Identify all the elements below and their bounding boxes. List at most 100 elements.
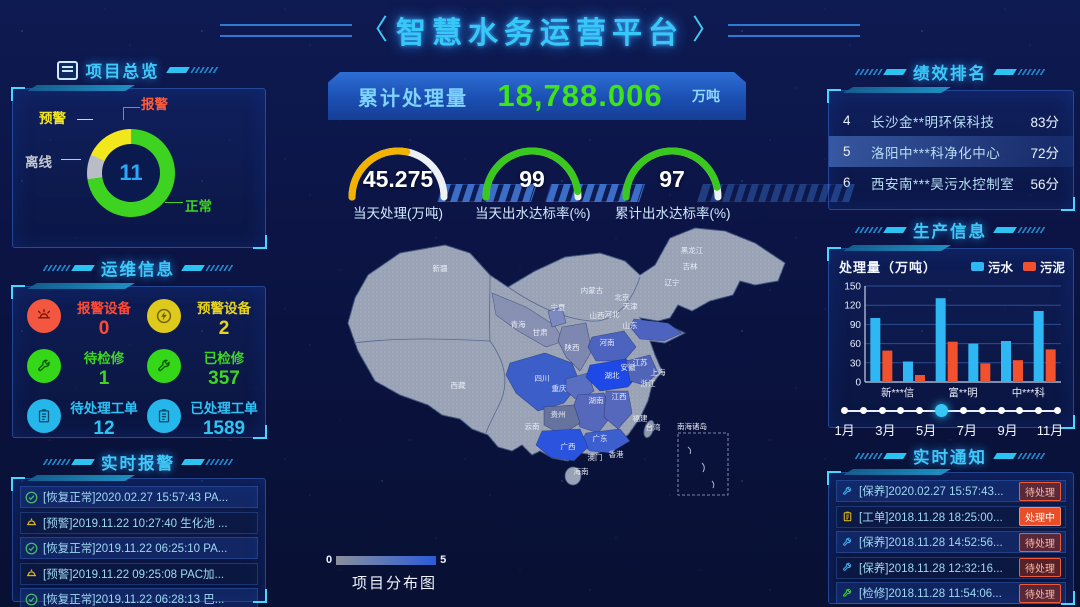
notice-row[interactable]: [保养]2018.11.28 12:32:16... 待处理 (836, 556, 1066, 579)
alarm-row[interactable]: [预警]2019.11.22 09:25:08 PAC加... (20, 562, 258, 585)
china-map[interactable]: 新疆 西藏 青海 甘肃 内蒙古 黑龙江 吉林 辽宁 北京 天津 河北 山西 山东 宁夏 陕西 河南 江苏 安徽 上海… (320, 220, 790, 555)
timeline-dot[interactable] (935, 404, 949, 417)
ranking-row[interactable]: 4 长沙金**明环保科技 83分 (829, 105, 1073, 136)
page-title: 〈 智慧水务运营平台 〉 (0, 8, 1080, 52)
monitor-icon (56, 60, 78, 80)
notice-row[interactable]: [工单]2018.11.28 18:25:00... 处理中 (836, 505, 1066, 528)
rank-number: 4 (843, 113, 851, 128)
timeline-dot[interactable] (959, 407, 967, 414)
province-label: 重庆 (552, 383, 567, 393)
title-line-left (219, 23, 352, 37)
clipboard-icon (843, 511, 852, 522)
alarm-text: [恢复正常]2020.02.27 15:57:43 PA... (43, 492, 229, 504)
svg-text:中***科: 中***科 (1012, 386, 1046, 399)
province-label: 海南 (574, 466, 589, 476)
alarm-row[interactable]: [预警]2019.11.22 10:27:40 生化池 ... (20, 511, 258, 534)
section-title: 实时报警 (101, 455, 175, 473)
province-label: 新疆 (433, 263, 448, 273)
notice-text: [保养]2018.11.28 14:52:56... (859, 537, 1003, 549)
notice-text: [保养]2020.02.27 15:57:43... (859, 486, 1004, 498)
gauge-label: 当天处理(万吨) (353, 206, 443, 221)
notice-row[interactable]: [保养]2020.02.27 15:57:43... 待处理 (836, 480, 1066, 502)
alarm-row[interactable]: [恢复正常]2019.11.22 06:25:10 PA... (20, 537, 258, 559)
status-badge: 待处理 (1019, 558, 1061, 577)
legend-swatch (1022, 262, 1036, 271)
timeline-month-label: 1月 (834, 423, 855, 438)
province-label: 四川 (535, 374, 550, 383)
production-bar-chart[interactable]: 0 30 60 90 120 150 新***信 富**明 中***科 (833, 278, 1065, 402)
timeline-dot[interactable] (878, 407, 886, 414)
section-title: 生产信息 (913, 223, 987, 241)
province-label: 河北 (605, 310, 620, 319)
title-line-right (728, 23, 861, 37)
notice-text: [检修]2018.11.28 11:54:06... (859, 588, 1002, 600)
province-label: 湖南 (589, 395, 604, 405)
section-title: 实时通知 (913, 449, 987, 467)
timeline-dot[interactable] (1035, 407, 1043, 414)
timeline-dot[interactable] (1016, 407, 1024, 414)
status-badge: 待处理 (1019, 532, 1061, 552)
province-label: 宁夏 (551, 302, 566, 312)
alarm-row[interactable]: [恢复正常]2019.11.22 06:28:13 巴... (20, 588, 258, 607)
province-label: 贵州 (551, 409, 566, 419)
timeline-month-label: 9月 (997, 423, 1018, 438)
timeline-dot[interactable] (978, 407, 986, 414)
wrench-icon (843, 537, 852, 546)
province-label: 山西 (590, 310, 605, 320)
legend-normal: 正常 (185, 199, 212, 214)
province-label: 香港 (609, 449, 624, 459)
notice-text: [工单]2018.11.28 18:25:00... (859, 511, 1003, 524)
section-header-overview: 项目总览 (12, 58, 264, 82)
title-text: 智慧水务运营平台 (396, 17, 684, 50)
banner-unit: 万吨 (692, 88, 720, 104)
notice-row[interactable]: [保养]2018.11.28 14:52:56... 待处理 (836, 531, 1066, 553)
ops-value: 1 (98, 368, 110, 389)
timeline-dot[interactable] (1053, 407, 1061, 414)
province-label: 天津 (623, 302, 638, 311)
gauge-label: 当天出水达标率(%) (475, 206, 591, 221)
section-header-alarms: 实时报警 (12, 450, 264, 474)
svg-text:90: 90 (850, 320, 862, 331)
panel-strip (843, 245, 951, 251)
ops-item-pending-orders: 待处理工单 12 (19, 397, 139, 440)
cumulative-banner: 累计处理量 18,788.006 万吨 (328, 72, 746, 120)
section-title: 项目总览 (85, 63, 160, 81)
timeline-dot[interactable] (841, 407, 848, 414)
timeline-dot[interactable] (859, 407, 867, 414)
gauge-value: 97 (659, 166, 685, 192)
legend-sewage[interactable]: 污水 (970, 257, 1013, 276)
bolt-icon (147, 299, 181, 333)
province-label: 广西 (561, 441, 576, 451)
production-panel: 处理量（万吨） 污水 污泥 0 30 60 90 120 150 新***信 富**明 中***… (827, 245, 1075, 438)
ranking-row[interactable]: 6 西安南***昊污水控制室 56分 (829, 167, 1073, 198)
province-label: 北京 (615, 292, 630, 302)
ops-label: 待检修 (83, 351, 125, 366)
timeline-dot[interactable] (997, 407, 1005, 414)
alarm-row[interactable]: [恢复正常]2020.02.27 15:57:43 PA... (20, 486, 258, 508)
company-name: 洛阳中***科净化中心 (871, 145, 1001, 161)
province-label: 浙江 (641, 378, 656, 388)
province-label: 辽宁 (665, 277, 680, 287)
ranking-row[interactable]: 5 洛阳中***科净化中心 72分 (829, 136, 1073, 167)
ops-value: 12 (93, 418, 115, 439)
province-label: 澳门 (588, 452, 603, 462)
timeline-month-label: 11月 (1036, 423, 1064, 438)
header-ornament (181, 458, 238, 466)
notice-text: [保养]2018.11.28 12:32:16... (859, 562, 1003, 575)
svg-text:30: 30 (850, 358, 862, 369)
header-ornament (39, 264, 96, 272)
rank-number: 5 (843, 144, 851, 159)
legend-sludge[interactable]: 污泥 (1022, 257, 1065, 276)
ops-panel: 报警设备 0 预警设备 2 待检修 1 (11, 286, 267, 440)
scale-max: 5 (440, 554, 447, 566)
wrench-icon (843, 562, 852, 571)
province-label: 甘肃 (533, 327, 548, 337)
timeline-dot[interactable] (897, 407, 905, 414)
timeline-dot[interactable] (916, 407, 924, 414)
leader-line (165, 202, 183, 203)
panel-strip (27, 85, 135, 91)
notice-row[interactable]: [检修]2018.11.28 11:54:06... 待处理 (836, 582, 1066, 604)
overview-donut[interactable]: 11 (87, 129, 175, 217)
check-circle-icon (25, 491, 38, 503)
